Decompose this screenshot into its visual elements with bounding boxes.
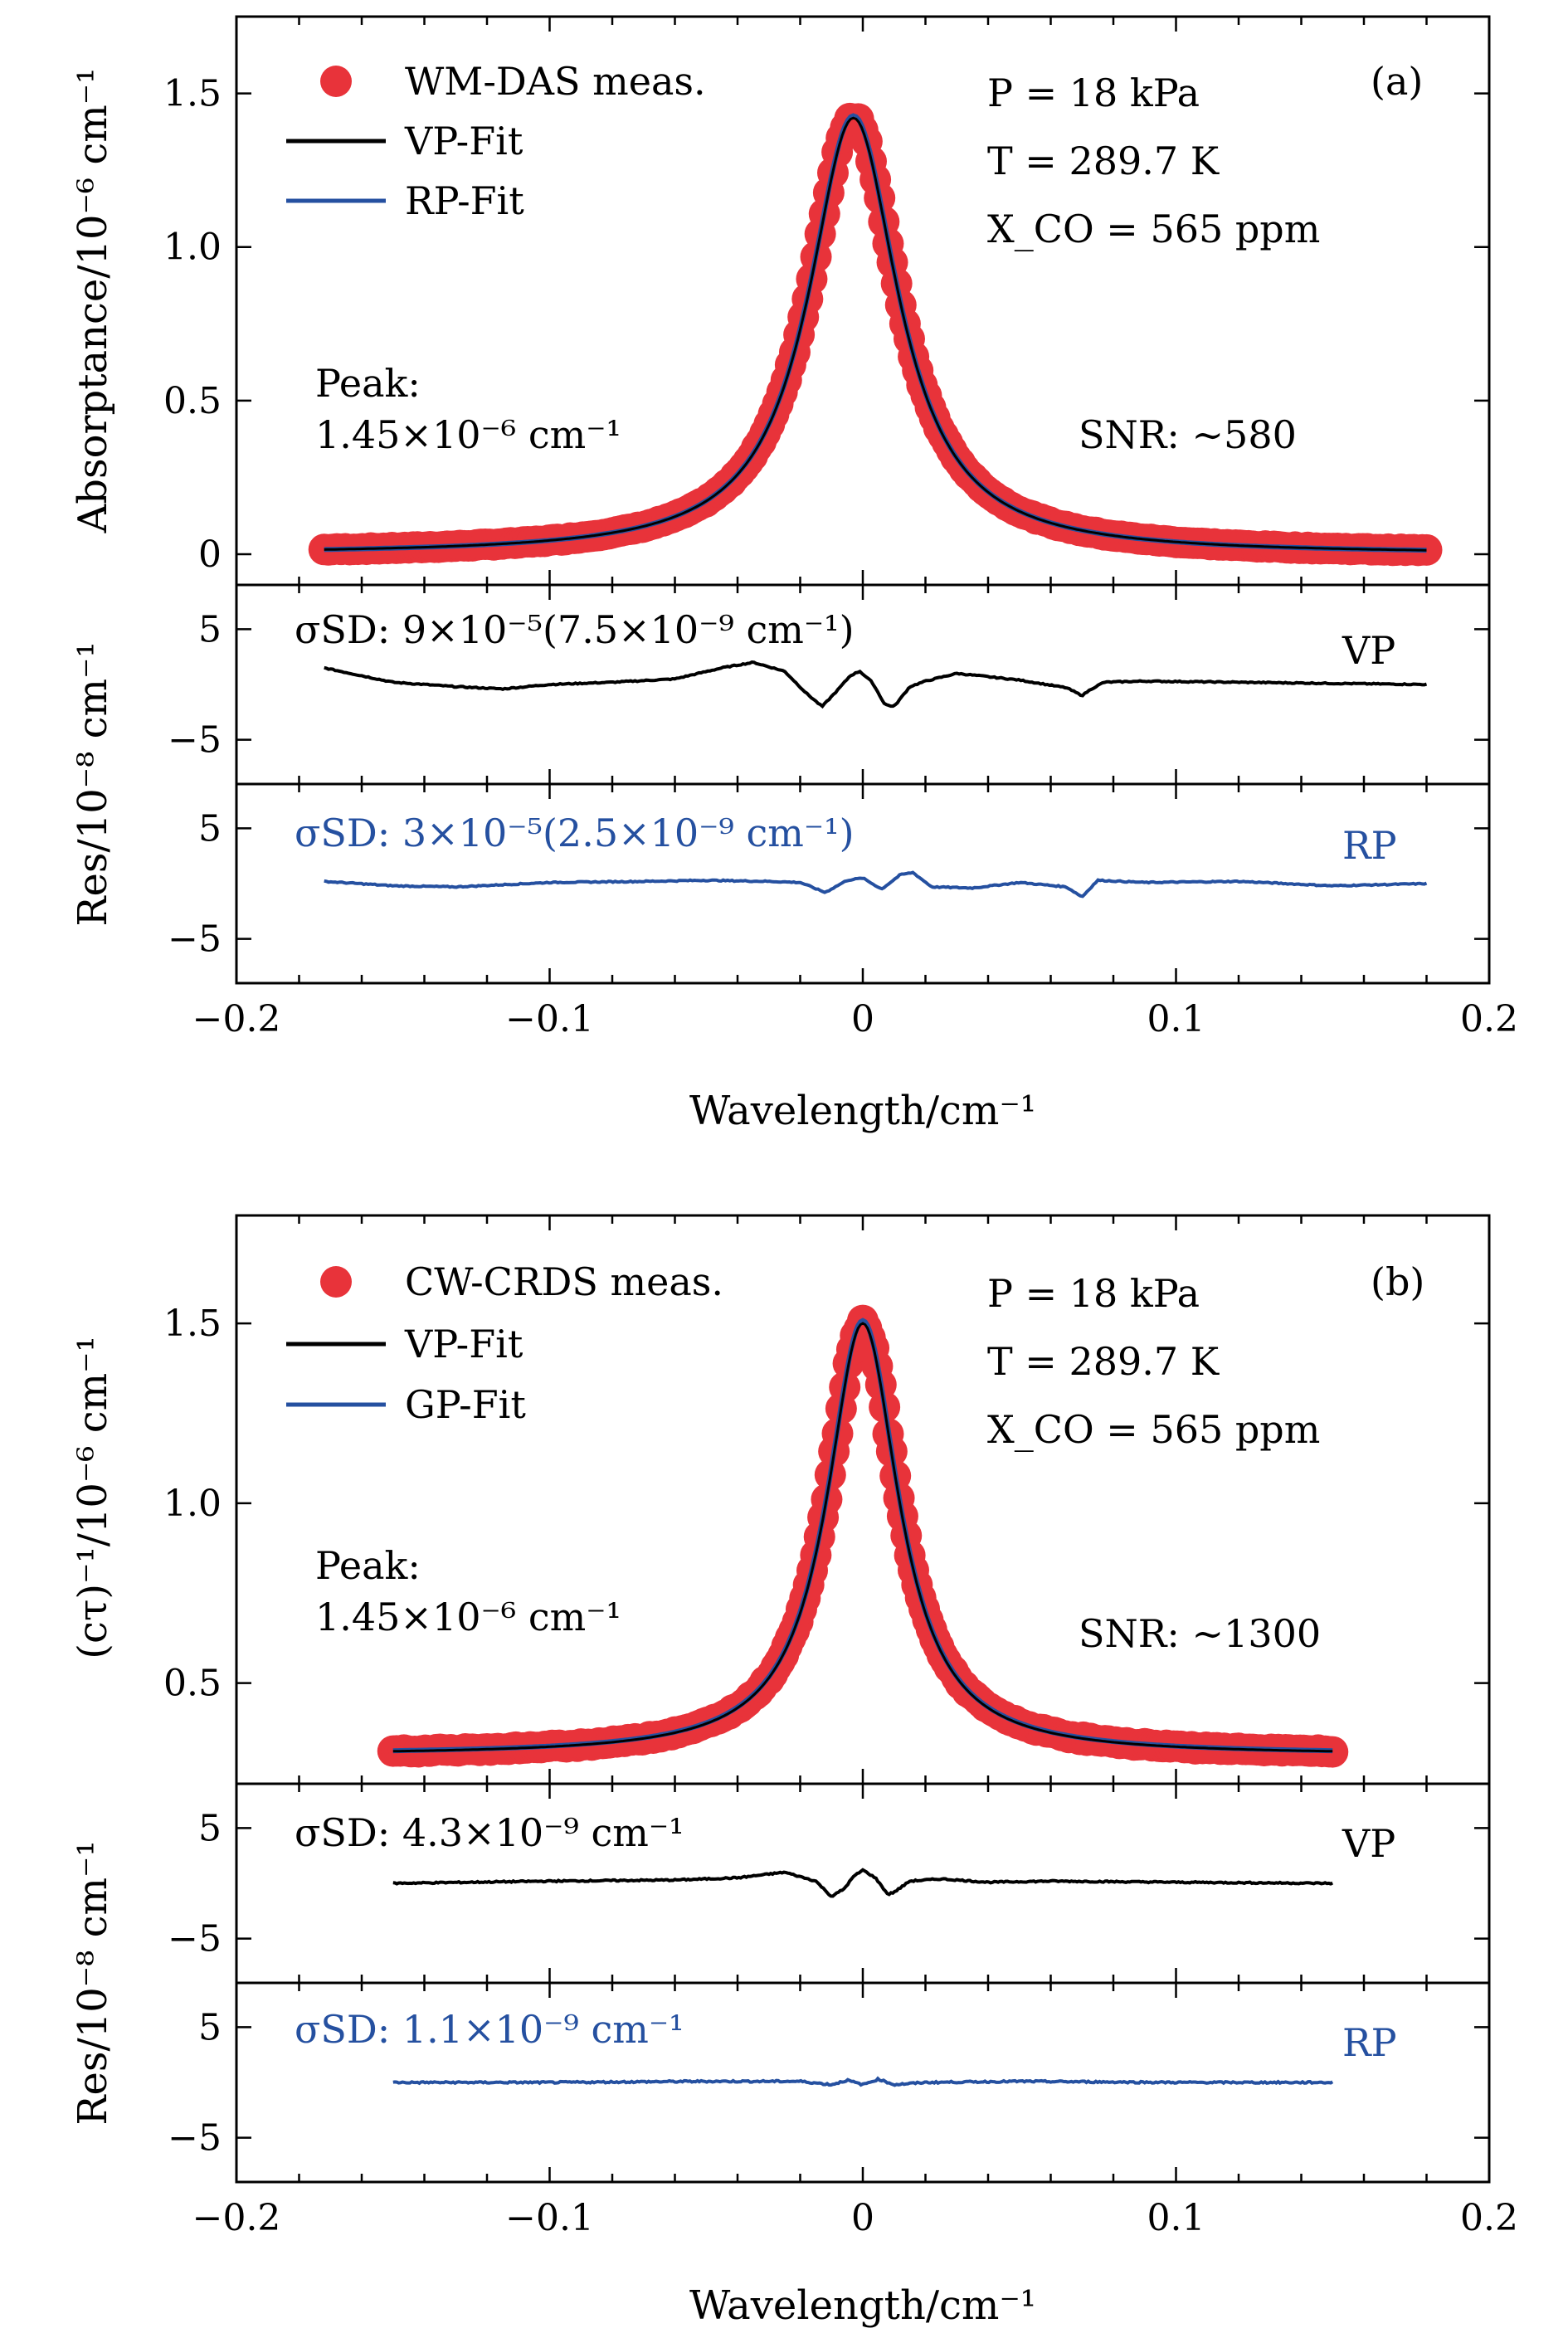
x-tick-label: 0 bbox=[851, 2197, 874, 2239]
rp-residual-sigma: σSD: 1.1×10⁻⁹ cm⁻¹ bbox=[295, 2007, 684, 2052]
panel-a-legend: WM-DAS meas. VP-Fit RP-Fit bbox=[286, 59, 706, 223]
residual-y-tick-label: 5 bbox=[198, 807, 222, 850]
residual-y-tick-label: 5 bbox=[198, 2006, 222, 2048]
rp-residual-sigma: σSD: 3×10⁻⁵(2.5×10⁻⁹ cm⁻¹) bbox=[295, 811, 855, 855]
condition-mixing-ratio: X_CO = 565 ppm bbox=[987, 1407, 1320, 1452]
x-tick-label: 0.2 bbox=[1460, 2197, 1518, 2239]
panel-b-residual-y-axis-label: Res/10⁻⁸ cm⁻¹ bbox=[70, 1840, 116, 2125]
vp-fit-curve bbox=[324, 116, 1427, 552]
panel-a-residual-vp: −5 5 bbox=[168, 583, 1491, 786]
panel-b-label: (b) bbox=[1371, 1259, 1424, 1304]
residual-y-tick-label: −5 bbox=[168, 1918, 222, 1960]
main-y-tick-label: 1.5 bbox=[163, 73, 222, 115]
panel-a-label: (a) bbox=[1371, 59, 1423, 104]
condition-temperature: T = 289.7 K bbox=[987, 139, 1220, 183]
legend-measurement-marker bbox=[320, 66, 352, 97]
panel-b-main-plot: 0.5 1.0 1.5 bbox=[163, 1214, 1491, 1785]
x-tick-label: −0.2 bbox=[192, 2197, 281, 2239]
legend-measurement-marker bbox=[320, 1266, 352, 1298]
main-y-tick-label: 0 bbox=[198, 533, 222, 576]
vp-residual-sigma: σSD: 9×10⁻⁵(7.5×10⁻⁹ cm⁻¹) bbox=[295, 607, 855, 652]
condition-pressure: P = 18 kPa bbox=[987, 1271, 1200, 1316]
x-tick-label: −0.2 bbox=[192, 998, 281, 1040]
panel-a-y-axis-label: Absorptance/10⁻⁶ cm⁻¹ bbox=[70, 68, 116, 534]
snr-label: SNR: ∼580 bbox=[1079, 412, 1297, 457]
vp-residual-line bbox=[392, 1868, 1334, 1898]
measurement-point bbox=[1317, 1736, 1349, 1768]
condition-mixing-ratio: X_CO = 565 ppm bbox=[987, 207, 1320, 251]
legend-vp-label: VP-Fit bbox=[404, 119, 523, 163]
x-tick-label: −0.1 bbox=[505, 998, 594, 1040]
residual-y-tick-label: 5 bbox=[198, 1807, 222, 1849]
condition-temperature: T = 289.7 K bbox=[987, 1339, 1220, 1384]
panel-b-residual-vp: −5 5 bbox=[168, 1782, 1491, 1985]
panel-a-x-axis: −0.2 −0.1 0 0.1 0.2 bbox=[192, 998, 1518, 1040]
second-fit-curve bbox=[392, 1317, 1333, 1754]
x-tick-label: 0.2 bbox=[1460, 998, 1518, 1040]
panel-b-y-axis-label: (cτ)⁻¹/10⁻⁶ cm⁻¹ bbox=[70, 1336, 116, 1659]
x-tick-label: 0.1 bbox=[1147, 998, 1205, 1040]
legend-gp-label: GP-Fit bbox=[405, 1382, 526, 1427]
panel-b: 0.5 1.0 1.5 −5 5 −5 5 −0.2 −0.1 0 0.1 0.2 CW-CRD… bbox=[70, 1214, 1518, 2329]
main-y-tick-label: 0.5 bbox=[163, 380, 222, 422]
main-y-tick-label: 0.5 bbox=[163, 1663, 222, 1705]
x-tick-label: 0 bbox=[851, 998, 874, 1040]
panel-b-x-axis-label: Wavelength/cm⁻¹ bbox=[689, 2282, 1036, 2329]
rp-residual-tag: RP bbox=[1342, 823, 1397, 868]
panel-a-main-plot: 0 0.5 1.0 1.5 bbox=[163, 15, 1491, 587]
peak-label: Peak: bbox=[315, 1543, 421, 1588]
peak-label: Peak: bbox=[315, 361, 421, 406]
residual-y-tick-label: 5 bbox=[198, 608, 222, 650]
vp-residual-tag: VP bbox=[1342, 628, 1395, 673]
main-y-tick-label: 1.0 bbox=[163, 226, 222, 269]
rp-residual-tag: RP bbox=[1342, 2020, 1397, 2065]
panel-a-residual-y-axis-label: Res/10⁻⁸ cm⁻¹ bbox=[70, 641, 116, 926]
panel-b-residual-rp: −5 5 bbox=[168, 1981, 1491, 2184]
panel-b-legend: CW-CRDS meas. VP-Fit GP-Fit bbox=[286, 1259, 723, 1427]
vp-residual-sigma: σSD: 4.3×10⁻⁹ cm⁻¹ bbox=[295, 1810, 684, 1855]
main-y-tick-label: 1.5 bbox=[163, 1303, 222, 1345]
vp-residual-tag: VP bbox=[1342, 1821, 1395, 1866]
panel-a: 0 0.5 1.0 1.5 −5 5 −5 5 −0.2 −0.1 0 0.1 0.2 WM-DA… bbox=[70, 15, 1518, 1134]
rp-residual-line bbox=[392, 2076, 1334, 2087]
residual-y-tick-label: −5 bbox=[168, 719, 222, 762]
condition-pressure: P = 18 kPa bbox=[987, 71, 1200, 115]
x-tick-label: 0.1 bbox=[1147, 2197, 1205, 2239]
legend-vp-label: VP-Fit bbox=[404, 1322, 523, 1366]
x-tick-label: −0.1 bbox=[505, 2197, 594, 2239]
panel-a-residual-rp: −5 5 bbox=[168, 782, 1491, 985]
main-y-tick-label: 1.0 bbox=[163, 1483, 222, 1525]
rp-residual-line bbox=[324, 870, 1428, 899]
panel-b-x-axis: −0.2 −0.1 0 0.1 0.2 bbox=[192, 2197, 1518, 2239]
snr-label: SNR: ∼1300 bbox=[1079, 1611, 1321, 1656]
residual-y-tick-label: −5 bbox=[168, 2117, 222, 2160]
peak-value: 1.45×10⁻⁶ cm⁻¹ bbox=[315, 412, 621, 457]
legend-measurement-label: WM-DAS meas. bbox=[405, 59, 706, 104]
peak-value: 1.45×10⁻⁶ cm⁻¹ bbox=[315, 1595, 621, 1639]
residual-y-tick-label: −5 bbox=[168, 918, 222, 961]
vp-fit-curve bbox=[392, 1322, 1333, 1753]
legend-measurement-label: CW-CRDS meas. bbox=[405, 1259, 723, 1304]
legend-rp-label: RP-Fit bbox=[405, 178, 524, 223]
vp-residual-line bbox=[324, 660, 1428, 709]
panel-a-x-axis-label: Wavelength/cm⁻¹ bbox=[689, 1088, 1036, 1134]
